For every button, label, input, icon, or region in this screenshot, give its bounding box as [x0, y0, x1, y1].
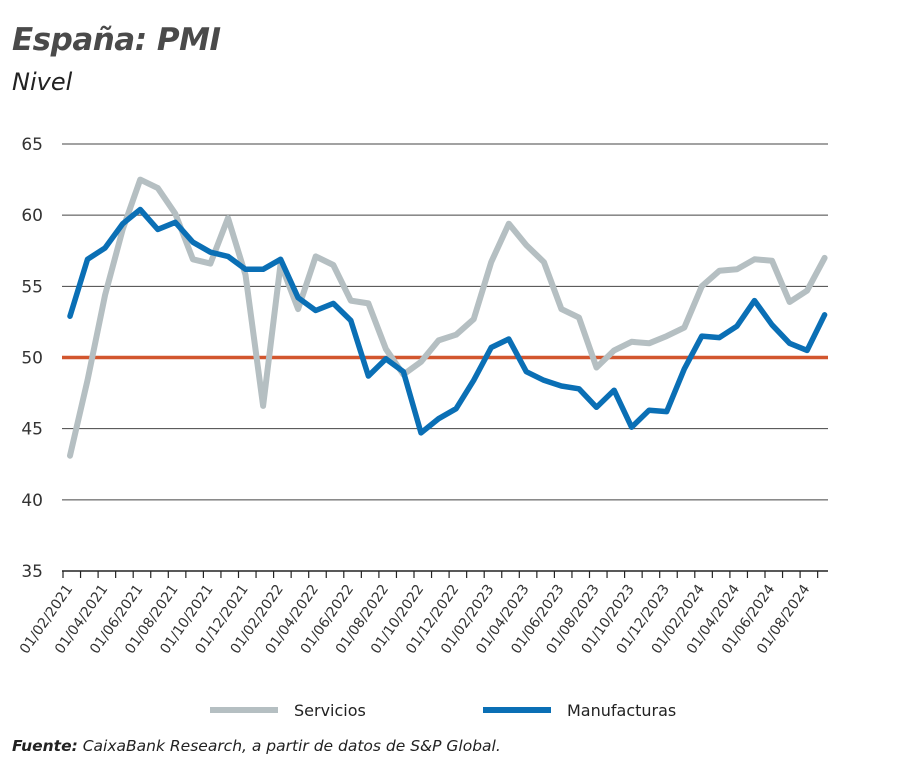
y-tick-label: 55 [21, 277, 43, 297]
legend-label-manufacturas: Manufacturas [567, 701, 676, 720]
chart-subtitle: Nivel [12, 68, 73, 96]
source-note: Fuente: CaixaBank Research, a partir de … [12, 737, 501, 755]
y-tick-label: 40 [21, 491, 43, 511]
y-tick-label: 45 [21, 420, 43, 440]
chart-title: España: PMI [12, 22, 221, 58]
series-line-manufacturas [67, 206, 828, 436]
y-tick-label: 35 [21, 562, 43, 582]
series-line-servicios [67, 176, 828, 459]
y-tick-label: 65 [21, 135, 43, 155]
source-text: CaixaBank Research, a partir de datos de… [77, 737, 501, 755]
legend-label-servicios: Servicios [294, 701, 366, 720]
y-tick-label: 50 [21, 349, 43, 369]
y-tick-label: 60 [21, 206, 43, 226]
source-label: Fuente: [12, 737, 78, 755]
